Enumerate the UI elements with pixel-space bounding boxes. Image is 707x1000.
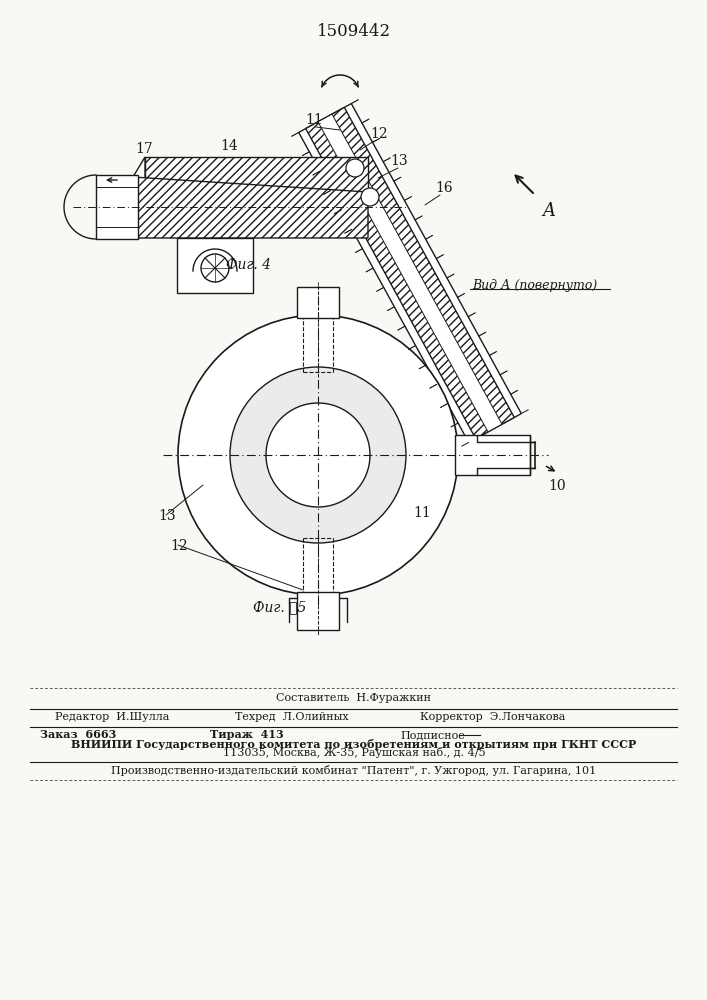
Polygon shape <box>455 435 530 475</box>
Text: Корректор  Э.Лончакова: Корректор Э.Лончакова <box>420 712 566 722</box>
Polygon shape <box>133 177 368 238</box>
Text: ВНИИПИ Государственного комитета по изобретениям и открытиям при ГКНТ СССР: ВНИИПИ Государственного комитета по изоб… <box>71 738 636 750</box>
Polygon shape <box>298 104 521 442</box>
Polygon shape <box>305 107 514 439</box>
Text: 13: 13 <box>158 509 175 523</box>
Text: Тираж  413: Тираж 413 <box>210 730 284 740</box>
Circle shape <box>201 254 229 282</box>
Text: Вид А (повернуто): Вид А (повернуто) <box>472 278 597 292</box>
Text: 113035, Москва, Ж-35, Раушская наб., д. 4/5: 113035, Москва, Ж-35, Раушская наб., д. … <box>223 748 485 758</box>
Bar <box>297 287 339 318</box>
Text: 17: 17 <box>135 142 153 156</box>
Polygon shape <box>96 175 138 239</box>
Text: 14: 14 <box>220 139 238 153</box>
Text: Фиг. 4: Фиг. 4 <box>226 258 271 272</box>
Circle shape <box>266 403 370 507</box>
Text: Подписное: Подписное <box>400 730 464 740</box>
Text: 1509442: 1509442 <box>317 23 391 40</box>
Text: Производственно-издательский комбинат "Патент", г. Ужгород, ул. Гагарина, 101: Производственно-издательский комбинат "П… <box>112 766 597 776</box>
Text: A: A <box>542 202 555 220</box>
Text: 10: 10 <box>548 479 566 493</box>
Polygon shape <box>145 157 368 192</box>
Circle shape <box>346 159 364 177</box>
Text: Фиг. ͆5: Фиг. ͆5 <box>253 600 307 614</box>
Text: 12: 12 <box>370 127 387 141</box>
Text: 11: 11 <box>305 113 323 127</box>
Text: 11: 11 <box>413 506 431 520</box>
Text: Составитель  Н.Фуражкин: Составитель Н.Фуражкин <box>276 693 431 703</box>
Text: 12: 12 <box>170 539 187 553</box>
Circle shape <box>178 315 458 595</box>
Text: Техред  Л.Олийных: Техред Л.Олийных <box>235 712 349 722</box>
Circle shape <box>361 188 379 206</box>
Polygon shape <box>318 114 502 432</box>
Text: 16: 16 <box>435 181 452 195</box>
Text: Редактор  И.Шулла: Редактор И.Шулла <box>55 712 170 722</box>
Bar <box>177 238 253 293</box>
Text: Заказ  6663: Заказ 6663 <box>40 730 117 740</box>
Bar <box>297 592 339 630</box>
Text: 13: 13 <box>390 154 408 168</box>
Circle shape <box>230 367 406 543</box>
Polygon shape <box>133 157 145 192</box>
